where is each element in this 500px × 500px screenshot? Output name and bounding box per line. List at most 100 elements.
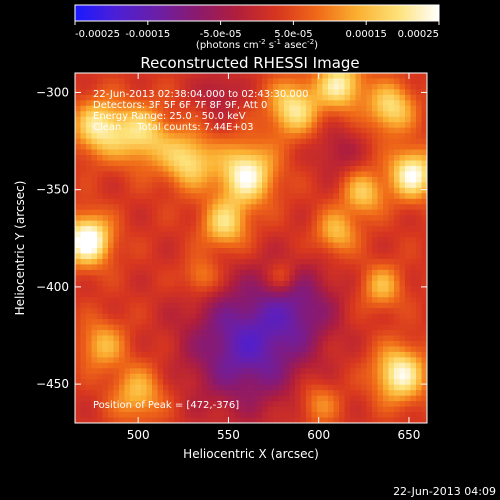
heatmap-cell bbox=[267, 417, 274, 424]
heatmap-cell bbox=[317, 187, 323, 194]
heatmap-cell bbox=[372, 176, 378, 183]
heatmap-cell bbox=[196, 319, 202, 325]
heatmap-cell bbox=[295, 340, 301, 347]
heatmap-cell bbox=[135, 395, 142, 402]
heatmap-cell bbox=[421, 111, 428, 118]
heatmap-cell bbox=[421, 395, 428, 402]
heatmap-cell bbox=[141, 160, 147, 167]
heatmap-cell bbox=[405, 83, 411, 90]
heatmap-cell bbox=[174, 280, 180, 287]
heatmap-cell bbox=[97, 127, 103, 134]
heatmap-cell bbox=[300, 335, 307, 342]
heatmap-cell bbox=[190, 324, 197, 331]
heatmap-cell bbox=[163, 133, 169, 140]
heatmap-cell bbox=[350, 220, 356, 227]
heatmap-cell bbox=[141, 138, 147, 145]
heatmap-cell bbox=[410, 83, 417, 90]
heatmap-cell bbox=[168, 149, 175, 156]
heatmap-cell bbox=[278, 324, 285, 331]
heatmap-cell bbox=[366, 220, 373, 227]
heatmap-cell bbox=[295, 78, 301, 85]
heatmap-cell bbox=[328, 149, 334, 156]
heatmap-cell bbox=[383, 390, 389, 397]
heatmap-cell bbox=[273, 313, 279, 320]
heatmap-cell bbox=[212, 155, 219, 161]
heatmap-cell bbox=[141, 171, 147, 178]
heatmap-cell bbox=[394, 204, 400, 211]
heatmap-cell bbox=[322, 291, 329, 298]
heatmap-cell bbox=[113, 357, 120, 364]
heatmap-cell bbox=[223, 330, 230, 336]
heatmap-cell bbox=[388, 198, 395, 205]
heatmap-cell bbox=[163, 280, 169, 287]
heatmap-cell bbox=[196, 176, 202, 183]
heatmap-cell bbox=[333, 242, 340, 249]
heatmap-cell bbox=[267, 362, 274, 369]
heatmap-cell bbox=[179, 384, 186, 391]
heatmap-cell bbox=[124, 330, 131, 336]
heatmap-cell bbox=[113, 160, 120, 167]
heatmap-cell bbox=[262, 78, 268, 85]
heatmap-cell bbox=[295, 384, 301, 391]
heatmap-cell bbox=[185, 395, 191, 402]
heatmap-cell bbox=[306, 138, 312, 145]
heatmap-cell bbox=[97, 319, 103, 325]
heatmap-cell bbox=[163, 346, 169, 353]
heatmap-cell bbox=[388, 127, 395, 134]
heatmap-cell bbox=[135, 220, 142, 227]
heatmap-cell bbox=[245, 373, 252, 380]
heatmap-cell bbox=[196, 406, 202, 413]
heatmap-cell bbox=[119, 231, 125, 238]
heatmap-cell bbox=[102, 302, 109, 309]
heatmap-cell bbox=[328, 160, 334, 167]
heatmap-cell bbox=[416, 302, 422, 309]
heatmap-cell bbox=[388, 226, 395, 232]
heatmap-cell bbox=[317, 204, 323, 211]
heatmap-cell bbox=[262, 406, 268, 413]
heatmap-cell bbox=[300, 406, 307, 413]
heatmap-cell bbox=[119, 319, 125, 325]
heatmap-cell bbox=[339, 390, 345, 397]
heatmap-cell bbox=[174, 368, 180, 375]
heatmap-cell bbox=[146, 193, 153, 200]
heatmap-cell bbox=[350, 335, 356, 342]
heatmap-cell bbox=[372, 83, 378, 90]
heatmap-cell bbox=[174, 390, 180, 397]
heatmap-cell bbox=[366, 335, 373, 342]
heatmap-cell bbox=[377, 395, 384, 402]
heatmap-cell bbox=[322, 362, 329, 369]
heatmap-cell bbox=[124, 406, 131, 413]
heatmap-cell bbox=[212, 373, 219, 380]
heatmap-cell bbox=[185, 176, 191, 183]
heatmap-cell bbox=[245, 226, 252, 232]
heatmap-cell bbox=[130, 351, 136, 358]
heatmap-cell bbox=[218, 330, 224, 336]
heatmap-cell bbox=[328, 302, 334, 309]
heatmap-cell bbox=[130, 187, 136, 194]
heatmap-cell bbox=[333, 373, 340, 380]
heatmap-cell bbox=[245, 390, 252, 397]
heatmap-cell bbox=[91, 248, 98, 254]
heatmap-cell bbox=[256, 138, 263, 145]
heatmap-cell bbox=[273, 187, 279, 194]
heatmap-cell bbox=[405, 237, 411, 243]
heatmap-cell bbox=[394, 390, 400, 397]
heatmap-cell bbox=[135, 401, 142, 407]
heatmap-cell bbox=[311, 237, 318, 243]
heatmap-cell bbox=[333, 215, 340, 222]
heatmap-cell bbox=[119, 193, 125, 200]
heatmap-cell bbox=[168, 215, 175, 222]
heatmap-cell bbox=[185, 362, 191, 369]
heatmap-cell bbox=[190, 248, 197, 254]
heatmap-cell bbox=[421, 122, 428, 129]
heatmap-cell bbox=[377, 94, 384, 101]
heatmap-cell bbox=[344, 384, 351, 391]
heatmap-cell bbox=[152, 275, 158, 282]
heatmap-cell bbox=[289, 193, 296, 200]
heatmap-cell bbox=[234, 412, 241, 418]
heatmap-cell bbox=[223, 176, 230, 183]
heatmap-cell bbox=[328, 209, 334, 216]
heatmap-cell bbox=[366, 297, 373, 304]
heatmap-cell bbox=[91, 127, 98, 134]
heatmap-cell bbox=[394, 395, 400, 402]
